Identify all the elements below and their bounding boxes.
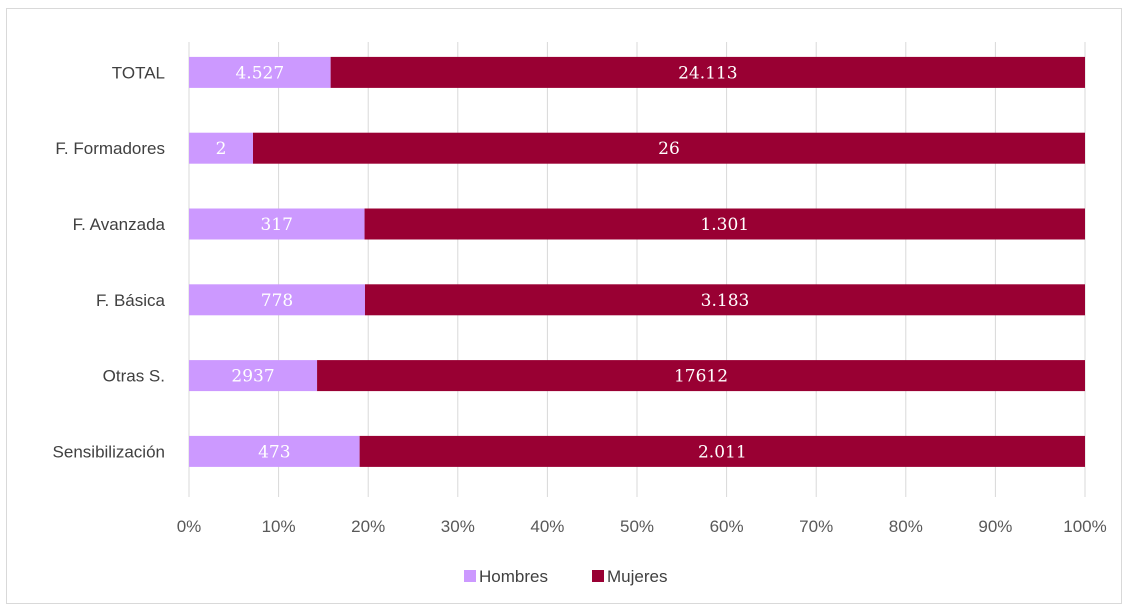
- bar-data-label: 24.113: [678, 63, 737, 83]
- bar-data-label: 2.011: [698, 442, 747, 462]
- category-label: F. Avanzada: [73, 215, 166, 234]
- category-label: Sensibilización: [53, 442, 165, 461]
- bar-data-label: 2: [216, 139, 227, 159]
- bar-data-label: 4.527: [235, 63, 284, 83]
- category-label: TOTAL: [112, 63, 165, 82]
- category-label: F. Básica: [96, 291, 166, 310]
- x-tick-label: 0%: [177, 517, 202, 536]
- bar-data-label: 778: [261, 291, 293, 311]
- bar-mujeres-segment: [364, 284, 1085, 316]
- legend-swatch-hombres: [464, 570, 476, 582]
- x-tick-label: 70%: [799, 517, 833, 536]
- bar-hombres-segment: [189, 56, 331, 88]
- category-labels: TOTAL F. Formadores F. Avanzada F. Básica Ot…: [53, 63, 166, 461]
- x-tick-label: 80%: [889, 517, 923, 536]
- x-tick-label: 30%: [441, 517, 475, 536]
- bar-mujeres-segment: [253, 132, 1085, 164]
- legend-label-hombres: Hombres: [479, 567, 548, 586]
- bar-hombres-segment: [189, 360, 318, 392]
- bar-mujeres-segment: [359, 435, 1086, 467]
- bar-data-label: 26: [658, 139, 680, 159]
- bar-data-label: 1.301: [700, 215, 749, 235]
- category-label: Otras S.: [103, 367, 165, 386]
- x-tick-label: 100%: [1063, 517, 1106, 536]
- bar-hombres-segment: [189, 132, 253, 164]
- bar-mujeres-segment: [317, 360, 1086, 392]
- bar-data-label: 3.183: [701, 291, 750, 311]
- bar-data-label: 17612: [674, 367, 728, 387]
- x-tick-label: 40%: [530, 517, 564, 536]
- legend: Hombres Mujeres: [464, 567, 667, 586]
- category-label: F. Formadores: [55, 139, 165, 158]
- x-tick-label: 60%: [710, 517, 744, 536]
- bar-data-label: 473: [258, 442, 290, 462]
- legend-swatch-mujeres: [592, 570, 604, 582]
- bar-hombres-segment: [189, 284, 365, 316]
- legend-label-mujeres: Mujeres: [607, 567, 667, 586]
- x-tick-label: 90%: [978, 517, 1012, 536]
- x-tick-label: 10%: [262, 517, 296, 536]
- bar-data-label: 2937: [231, 367, 274, 387]
- x-tick-label: 20%: [351, 517, 385, 536]
- x-tick-label: 50%: [620, 517, 654, 536]
- bar-hombres-segment: [189, 435, 360, 467]
- gridlines: [188, 42, 1086, 497]
- bars: 4.527 24.113 2 26 317 1.301 778 3.183 2937 17612 4…: [189, 56, 1086, 467]
- bar-mujeres-segment: [330, 56, 1085, 88]
- bar-mujeres-segment: [364, 208, 1085, 240]
- x-tick-labels: 0% 10% 20% 30% 40% 50% 60% 70% 80% 90% 100%: [177, 517, 1107, 536]
- bar-data-label: 317: [261, 215, 293, 235]
- bar-hombres-segment: [189, 208, 365, 240]
